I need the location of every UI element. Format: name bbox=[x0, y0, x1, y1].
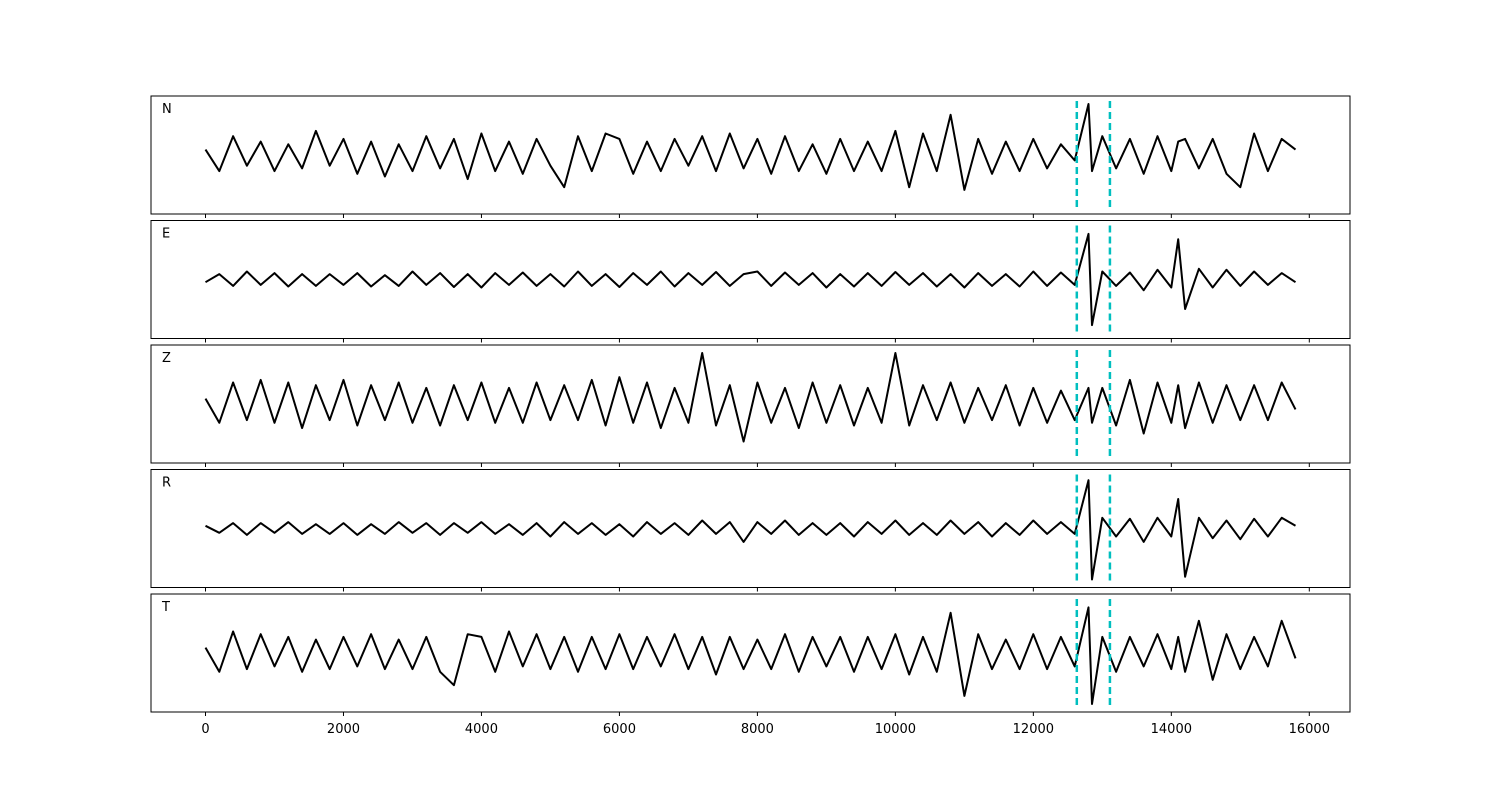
x-tick-label: 2000 bbox=[327, 722, 360, 737]
panel-frame bbox=[150, 593, 1351, 713]
x-tick-label: 8000 bbox=[741, 722, 774, 737]
panel-frame bbox=[150, 95, 1351, 215]
trace bbox=[204, 606, 1297, 705]
trace bbox=[205, 479, 1297, 581]
panel-label: N bbox=[162, 102, 172, 117]
panel-label: Z bbox=[162, 351, 171, 366]
trace bbox=[204, 352, 1297, 443]
panel-frame bbox=[150, 469, 1351, 588]
panel-frame bbox=[150, 344, 1351, 464]
x-tick-label: 14000 bbox=[1151, 722, 1192, 737]
panel-frame bbox=[150, 220, 1351, 339]
panel-label: R bbox=[162, 476, 171, 491]
panel-label: T bbox=[161, 600, 170, 615]
x-tick-label: 16000 bbox=[1289, 722, 1330, 737]
trace bbox=[204, 103, 1297, 191]
x-tick-label: 10000 bbox=[875, 722, 916, 737]
panel-label: E bbox=[162, 227, 170, 242]
trace bbox=[204, 232, 1297, 327]
x-tick-label: 6000 bbox=[603, 722, 636, 737]
x-tick-label: 0 bbox=[201, 722, 209, 737]
x-tick-label: 4000 bbox=[465, 722, 498, 737]
x-tick-label: 12000 bbox=[1013, 722, 1054, 737]
